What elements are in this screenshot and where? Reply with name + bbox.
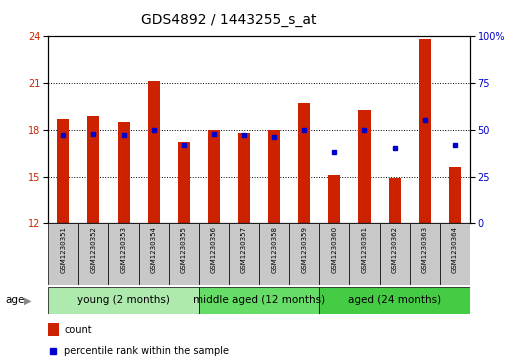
- Text: GDS4892 / 1443255_s_at: GDS4892 / 1443255_s_at: [141, 13, 316, 27]
- Text: age: age: [5, 295, 24, 305]
- Bar: [298, 103, 310, 223]
- Bar: [109, 223, 139, 285]
- Bar: [350, 223, 379, 285]
- Text: GSM1230353: GSM1230353: [120, 227, 126, 273]
- Bar: [208, 130, 220, 223]
- Bar: [379, 223, 409, 285]
- Bar: [440, 223, 470, 285]
- Text: count: count: [65, 325, 92, 335]
- Text: GSM1230357: GSM1230357: [241, 227, 247, 273]
- Text: young (2 months): young (2 months): [77, 295, 170, 305]
- Text: GSM1230356: GSM1230356: [211, 227, 217, 273]
- Text: GSM1230362: GSM1230362: [392, 227, 398, 273]
- Bar: [57, 119, 69, 223]
- Text: GSM1230359: GSM1230359: [301, 227, 307, 273]
- Text: GSM1230351: GSM1230351: [60, 227, 67, 273]
- Text: GSM1230361: GSM1230361: [362, 227, 367, 273]
- Text: middle aged (12 months): middle aged (12 months): [193, 295, 325, 305]
- Bar: [259, 223, 289, 285]
- Bar: [178, 142, 190, 223]
- Bar: [289, 223, 320, 285]
- Bar: [389, 178, 401, 223]
- Bar: [117, 122, 130, 223]
- Bar: [199, 287, 320, 314]
- Bar: [419, 40, 431, 223]
- Text: aged (24 months): aged (24 months): [348, 295, 441, 305]
- Bar: [229, 223, 259, 285]
- Text: GSM1230352: GSM1230352: [90, 227, 97, 273]
- Bar: [238, 133, 250, 223]
- Bar: [87, 116, 100, 223]
- Bar: [359, 110, 370, 223]
- Bar: [409, 223, 440, 285]
- Bar: [268, 130, 280, 223]
- Bar: [48, 223, 78, 285]
- Text: GSM1230354: GSM1230354: [151, 227, 156, 273]
- Text: GSM1230355: GSM1230355: [181, 227, 187, 273]
- Bar: [320, 287, 470, 314]
- Bar: [48, 323, 59, 336]
- Bar: [78, 223, 109, 285]
- Bar: [48, 287, 199, 314]
- Text: GSM1230358: GSM1230358: [271, 227, 277, 273]
- Text: ▶: ▶: [24, 295, 31, 305]
- Bar: [148, 81, 160, 223]
- Bar: [199, 223, 229, 285]
- Text: GSM1230360: GSM1230360: [331, 227, 337, 273]
- Bar: [328, 175, 340, 223]
- Bar: [139, 223, 169, 285]
- Text: GSM1230363: GSM1230363: [422, 227, 428, 273]
- Bar: [449, 167, 461, 223]
- Text: GSM1230364: GSM1230364: [452, 227, 458, 273]
- Bar: [169, 223, 199, 285]
- Bar: [320, 223, 350, 285]
- Text: percentile rank within the sample: percentile rank within the sample: [65, 346, 229, 356]
